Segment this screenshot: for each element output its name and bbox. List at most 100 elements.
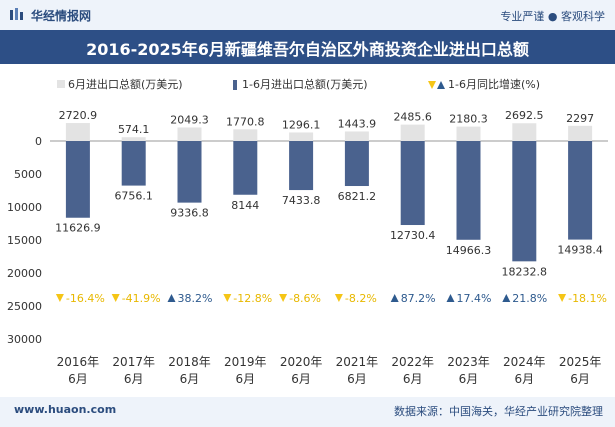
title-bar [0,30,615,64]
footer-bar [0,397,615,427]
yoy-label: 38.2% [178,292,213,305]
x-tick-label-year: 2017年 [112,355,155,369]
logo-icon [10,8,23,20]
bar-june-label: 1443.9 [338,117,377,130]
bar-june [233,129,258,141]
bar-june-label: 2485.6 [393,111,432,124]
bar-cumulative-label: 12730.4 [390,229,436,242]
yoy-up-marker [446,294,455,302]
yoy-label: -16.4% [66,292,105,305]
yoy-down-marker [111,294,120,302]
yoy-down-marker [279,294,288,302]
bar-june [289,132,314,141]
bar-cumulative [289,141,314,191]
bar-cumulative-label: 7433.8 [282,194,321,207]
yoy-down-marker [334,294,343,302]
yoy-label: -18.1% [568,292,607,305]
bar-june-label: 574.1 [118,123,150,136]
x-tick-label-month: 6月 [180,372,200,386]
top-bar [0,0,615,30]
bar-june [456,126,481,141]
y-tick-label: 25000 [7,300,42,313]
bar-cumulative [512,141,537,262]
legend-down-marker [428,81,436,89]
legend-june-swatch [57,80,65,88]
bar-cumulative [233,141,258,195]
bar-cumulative [568,141,593,240]
bar-cumulative-label: 11626.9 [55,222,101,235]
bar-cumulative [65,141,90,218]
bar-cumulative-label: 8144 [231,199,259,212]
x-tick-label-month: 6月 [235,372,255,386]
y-tick-label: 30000 [7,333,42,346]
x-tick-label-year: 2022年 [391,355,434,369]
bar-cumulative-label: 18232.8 [502,265,548,278]
x-tick-label-year: 2021年 [336,355,379,369]
footer-source: 数据来源：中国海关，华经产业研究院整理 [394,405,603,418]
bar-june [344,131,369,141]
x-tick-label-month: 6月 [514,372,534,386]
brand-name: 华经情报网 [31,9,92,23]
x-tick-label-month: 6月 [459,372,479,386]
yoy-label: 87.2% [401,292,436,305]
legend-cumulative-label: 1-6月进出口总额(万美元) [242,77,368,91]
yoy-down-marker [223,294,232,302]
x-tick-label-year: 2023年 [447,355,490,369]
legend-up-marker [437,81,445,89]
bar-cumulative-label: 6821.2 [338,190,377,203]
yoy-down-marker [55,294,64,302]
legend-yoy-label: 1-6月同比增速(%) [448,77,540,91]
y-tick-label: 10000 [7,201,42,214]
bar-june [177,127,202,141]
bar-june-label: 1770.8 [226,115,265,128]
yoy-label: -41.9% [122,292,161,305]
bar-cumulative-label: 14938.4 [557,244,603,257]
chart-title: 2016-2025年6月新疆维吾尔自治区外商投资企业进出口总额 [86,40,529,59]
bar-june [65,123,90,141]
x-tick-label-year: 2020年 [280,355,323,369]
bar-cumulative [456,141,481,240]
x-tick-label-month: 6月 [570,372,590,386]
bar-cumulative-label: 6756.1 [114,190,153,203]
x-tick-label-month: 6月 [291,372,311,386]
yoy-up-marker [502,294,511,302]
yoy-up-marker [390,294,399,302]
bar-june-label: 1296.1 [282,118,321,131]
yoy-label: 17.4% [457,292,492,305]
bar-june-label: 2049.3 [170,113,209,126]
y-tick-label: 0 [35,135,42,148]
bar-cumulative [400,141,425,226]
yoy-label: -12.8% [233,292,272,305]
yoy-label: 21.8% [512,292,547,305]
y-tick-label: 15000 [7,234,42,247]
chart-area: 6月进出口总额(万美元) 1-6月进出口总额(万美元) 1-6月同比增速(%) 0 50… [7,77,608,386]
x-tick-label-month: 6月 [124,372,144,386]
x-tick-label-year: 2024年 [503,355,546,369]
legend-cumulative-swatch [233,80,237,90]
bar-cumulative [177,141,202,203]
bar-june [400,124,425,141]
x-tick-label-year: 2018年 [168,355,211,369]
yoy-down-marker [558,294,567,302]
bar-june-label: 2297 [566,112,594,125]
yoy-label: -8.6% [289,292,321,305]
x-tick-label-month: 6月 [403,372,423,386]
x-tick-label-month: 6月 [68,372,88,386]
bar-june-label: 2180.3 [449,113,488,126]
footer-url: www.huaon.com [14,403,117,416]
yoy-label: -8.2% [345,292,377,305]
bar-cumulative-label: 14966.3 [446,244,492,257]
yoy-up-marker [167,294,176,302]
bar-cumulative [344,141,369,187]
legend-june-label: 6月进出口总额(万美元) [68,77,183,91]
x-tick-label-year: 2019年 [224,355,267,369]
x-tick-label-year: 2025年 [559,355,602,369]
x-tick-label-year: 2016年 [57,355,100,369]
bar-cumulative [121,141,146,186]
bar-cumulative-label: 9336.8 [170,207,209,220]
x-tick-label-month: 6月 [347,372,367,386]
bar-june [121,137,146,141]
bar-june [512,123,537,141]
bar-june [568,125,593,141]
bar-june-label: 2720.9 [59,109,98,122]
